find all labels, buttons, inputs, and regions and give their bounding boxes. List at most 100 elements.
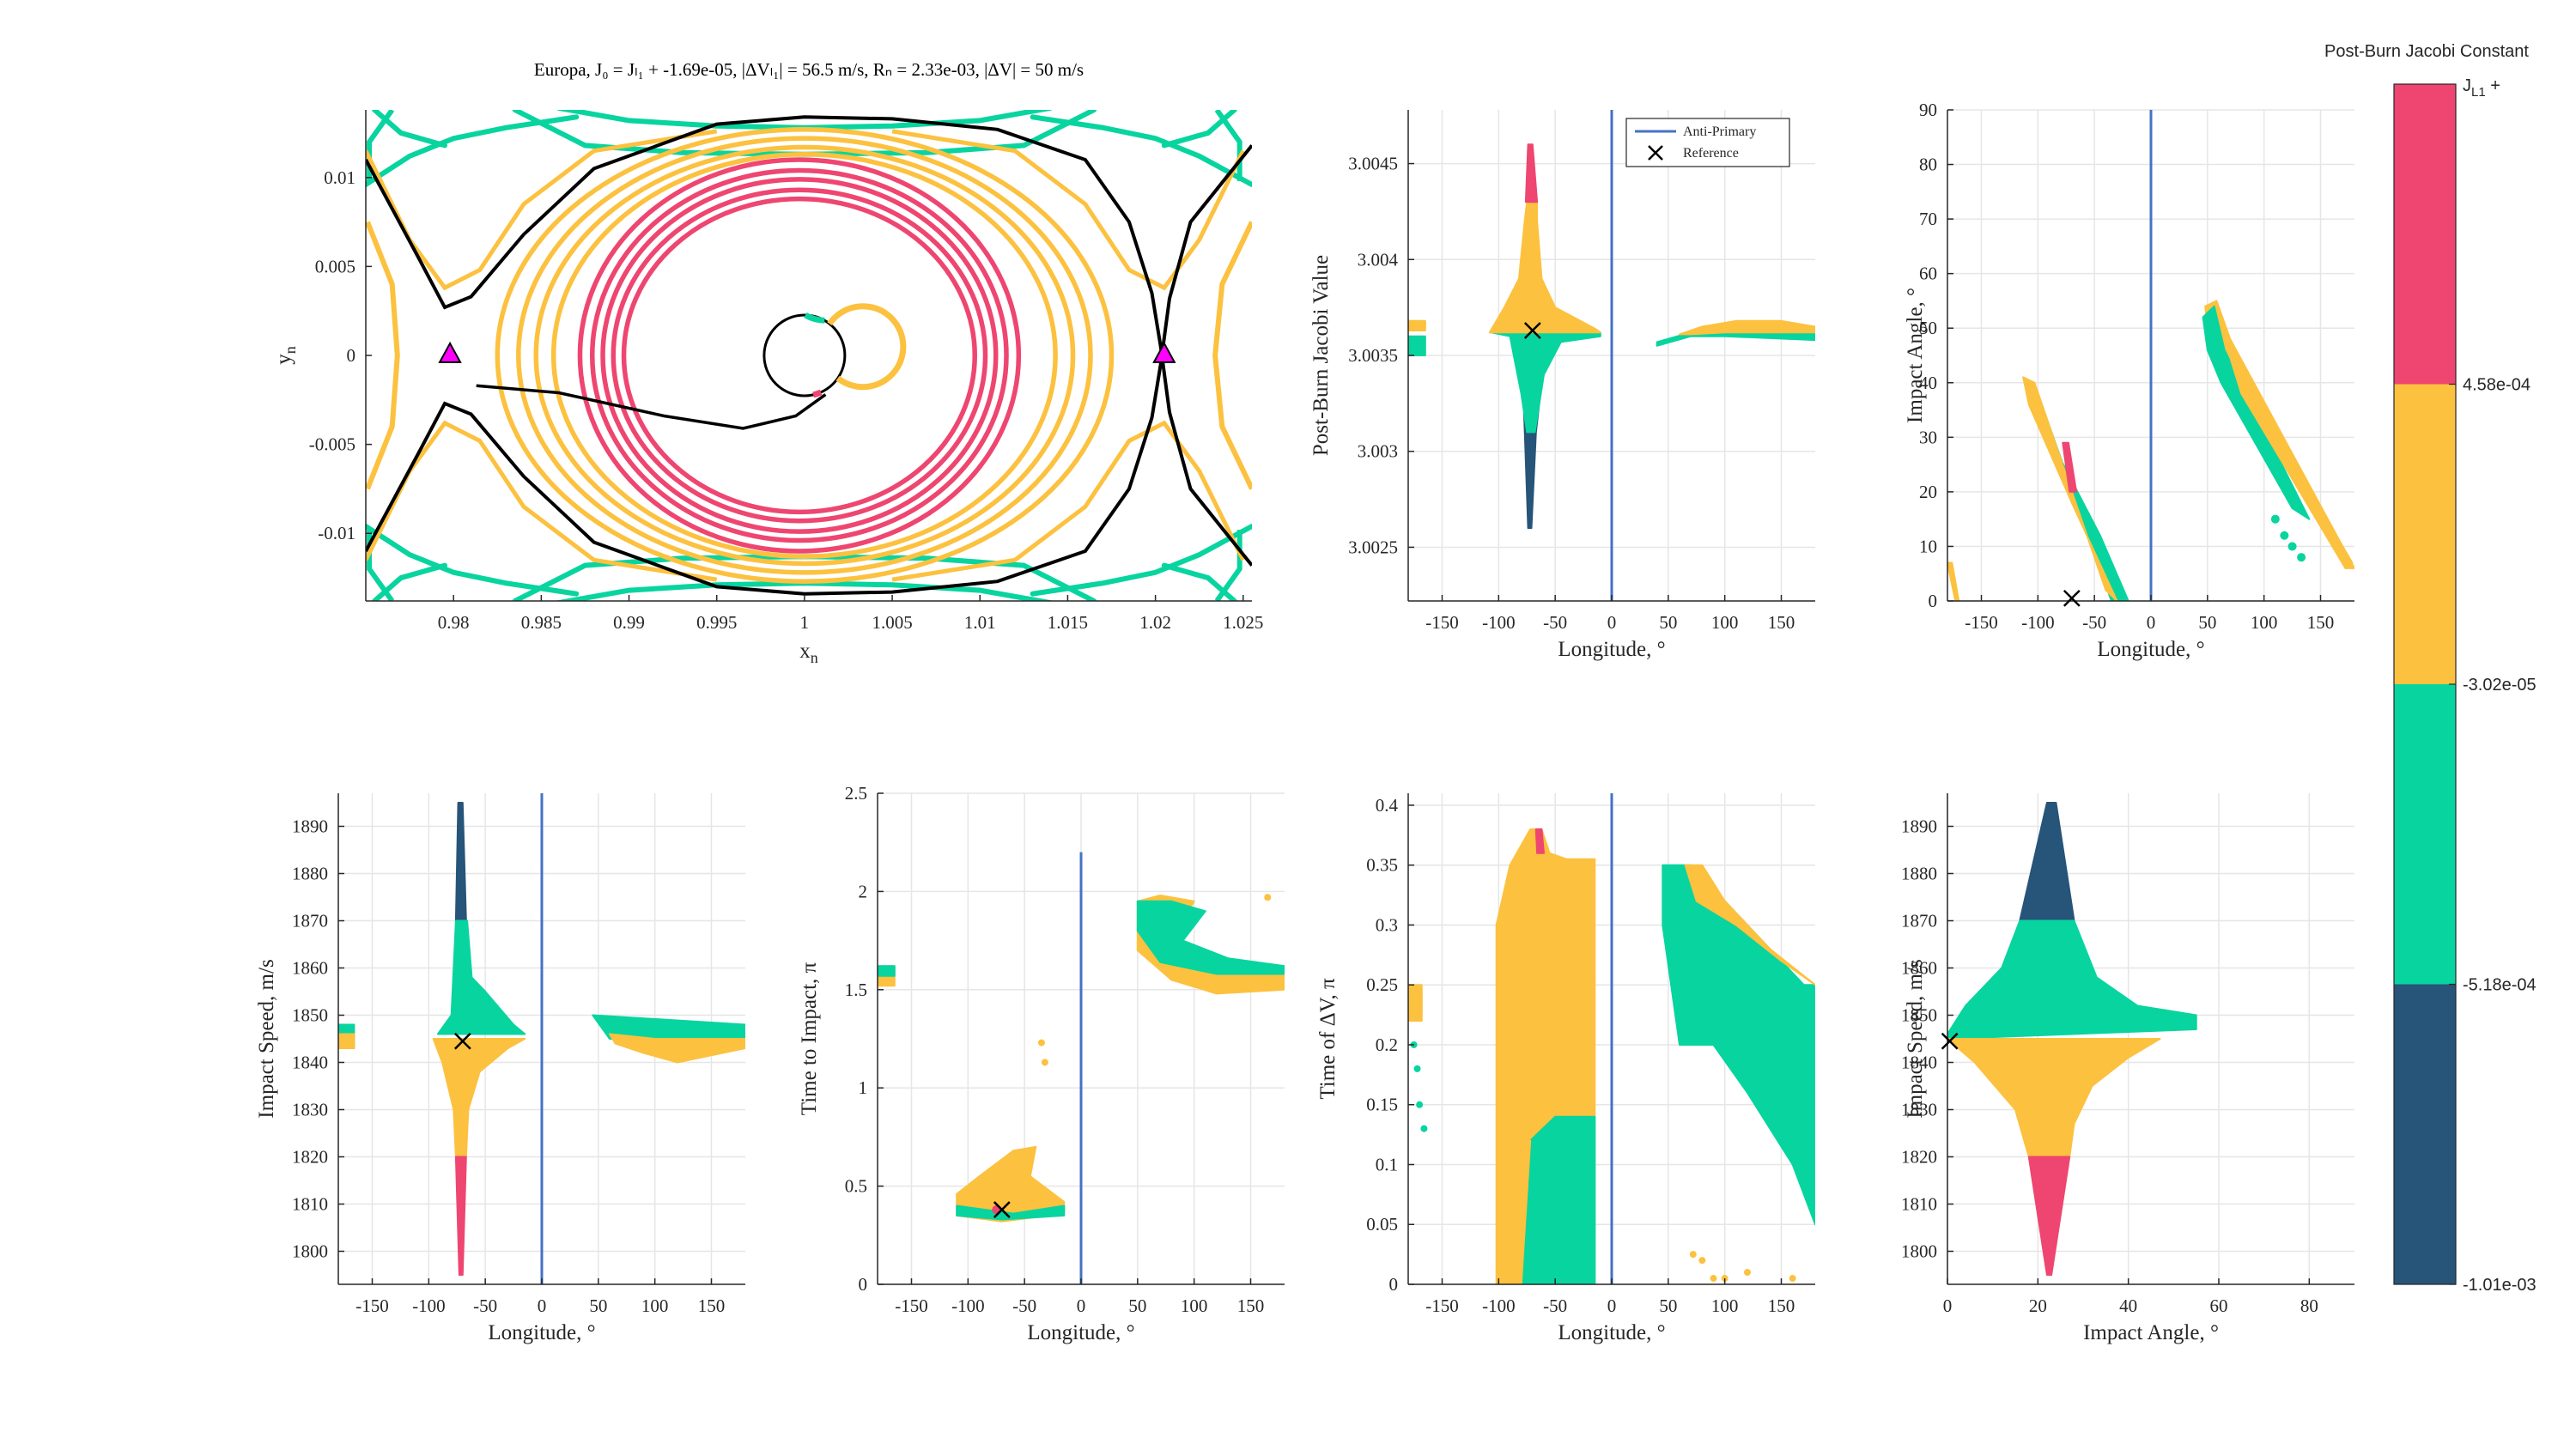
y-axis-label: Impact Speed, m/s — [255, 959, 278, 1118]
x-tick-label: 0.995 — [696, 612, 737, 633]
y-axis-label: Impact Angle, ° — [1904, 288, 1927, 423]
green-curve — [1030, 524, 1252, 597]
reference-marker — [1941, 1032, 1959, 1050]
y-tick-label: 3.0045 — [1348, 154, 1398, 174]
y-tick-label: 1.5 — [845, 980, 867, 1000]
tti-data — [878, 852, 1285, 1284]
green-band — [2202, 305, 2311, 520]
yellow-curve — [891, 129, 1246, 291]
x-tick-label: -50 — [1012, 1295, 1036, 1316]
colorbar-tick-label: -5.18e-04 — [2463, 976, 2537, 995]
data-point — [1744, 1269, 1751, 1277]
x-tick-label: 40 — [2119, 1295, 2137, 1316]
x-tick-label: -50 — [1543, 1295, 1567, 1316]
legend-x-icon — [1648, 145, 1663, 161]
y-tick-label: 1880 — [292, 864, 328, 884]
pink-ring — [621, 196, 977, 515]
green-curve — [1214, 530, 1242, 601]
data-point — [2280, 531, 2289, 540]
y-tick-label: 0 — [1929, 591, 1938, 611]
green-region — [1947, 919, 2197, 1040]
colorbar-band-navy — [2394, 984, 2456, 1284]
yellow-region — [956, 1145, 1066, 1223]
y-tick-label: 1890 — [292, 816, 328, 837]
green-region — [878, 965, 896, 977]
y-tick-label: 0.2 — [1376, 1035, 1398, 1055]
green-region — [1490, 331, 1601, 434]
y-tick-label: 1840 — [1901, 1053, 1937, 1073]
y-tick-label: -0.01 — [318, 523, 355, 543]
y-tick-label: 90 — [1919, 100, 1937, 120]
data-point — [1698, 1257, 1706, 1265]
yellow-ring — [495, 127, 1115, 584]
green-region — [1136, 900, 1285, 975]
moon-circle — [762, 313, 847, 397]
data-point — [2297, 553, 2306, 562]
y-tick-label: 0 — [347, 345, 356, 366]
jacobi-data — [1408, 110, 1815, 601]
yellow-band — [1947, 561, 1960, 601]
reference-x-stroke — [453, 1032, 471, 1050]
yellow-ring — [516, 136, 1093, 575]
colorbar-band-pink — [2394, 84, 2456, 385]
jacobi-frame: -150 -100 -50 0 50 100 150 3.0025 3.003 3.0035 3.0… — [1309, 110, 1815, 661]
y-axis-label: Time to Impact, π — [798, 962, 821, 1115]
y-tick-label: 60 — [1919, 264, 1937, 284]
x-tick-label: 0 — [1077, 1295, 1086, 1316]
y-tick-label: 0.4 — [1376, 795, 1399, 816]
x-tick-label: -150 — [895, 1295, 928, 1316]
colorbar-tick-label: -1.01e-03 — [2463, 1276, 2537, 1295]
yellow-curve — [891, 420, 1246, 582]
y-tick-label: 1830 — [292, 1100, 328, 1120]
x-tick-label: -100 — [2021, 612, 2055, 633]
y-tick-label: 1840 — [292, 1053, 328, 1073]
green-region — [956, 1204, 1066, 1221]
colorbar-band-yellow — [2394, 384, 2456, 684]
orbit-data — [366, 110, 1252, 601]
yellow-region — [1488, 201, 1601, 334]
y-tick-label: 0 — [1389, 1274, 1399, 1295]
y-tick-label: 1850 — [1901, 1005, 1937, 1026]
y-tick-label: 1800 — [1901, 1241, 1937, 1262]
x-tick-label: 50 — [1128, 1295, 1146, 1316]
x-tick-label: 1.01 — [964, 612, 996, 633]
x-tick-label: 1.02 — [1139, 612, 1171, 633]
x-tick-label: 1.005 — [872, 612, 912, 633]
impact_angle-frame: -150 -100 -50 0 50 100 150 0 10 20 30 40 50 60 70 80 90 L… — [1904, 100, 2354, 661]
y-tick-label: 0 — [859, 1274, 868, 1295]
y-tick-label: 1830 — [1901, 1100, 1937, 1120]
reference-marker — [1523, 322, 1541, 339]
pink-region — [454, 1156, 467, 1276]
y-tick-label: 1860 — [1901, 958, 1937, 979]
x-tick-label: 150 — [698, 1295, 726, 1316]
y-tick-label: 80 — [1919, 155, 1937, 175]
moon-arc-pink — [812, 389, 823, 398]
x-tick-label: 0 — [1943, 1295, 1953, 1316]
y-tick-label: 30 — [1919, 427, 1937, 447]
yellow-region — [1684, 864, 1815, 986]
y-tick-label: 0.01 — [324, 167, 355, 188]
yellow-region — [338, 1033, 355, 1049]
moon-arc-yellow — [827, 303, 907, 391]
impact_angle-data — [1947, 110, 2354, 601]
y-tick-label: 0.35 — [1366, 855, 1398, 876]
green-curve — [372, 110, 447, 149]
reference-x-stroke — [2063, 589, 2081, 607]
legend: Anti-Primary Reference — [1625, 118, 1790, 167]
y-tick-label: 3.004 — [1358, 249, 1399, 270]
reference-marker — [993, 1201, 1011, 1218]
y-tick-label: 1880 — [1901, 864, 1937, 884]
y-tick-label: 1 — [859, 1077, 868, 1098]
y-tick-label: -0.005 — [309, 434, 355, 455]
yellow-region — [1498, 1139, 1532, 1284]
legend-box — [1625, 118, 1790, 167]
x-axis-label: xn — [799, 640, 818, 666]
x-tick-label: -50 — [1543, 612, 1567, 633]
y-tick-label: 1810 — [292, 1194, 328, 1215]
orbit-frame: 0.98 0.985 0.99 0.995 1 1.005 1.01 1.015 1.02 1.0… — [272, 110, 1263, 666]
data-point — [1710, 1275, 1717, 1283]
reference-marker — [2063, 589, 2081, 607]
pink-ring — [577, 157, 1022, 554]
x-tick-label: 60 — [2210, 1295, 2228, 1316]
x-tick-label: -150 — [1965, 612, 1998, 633]
